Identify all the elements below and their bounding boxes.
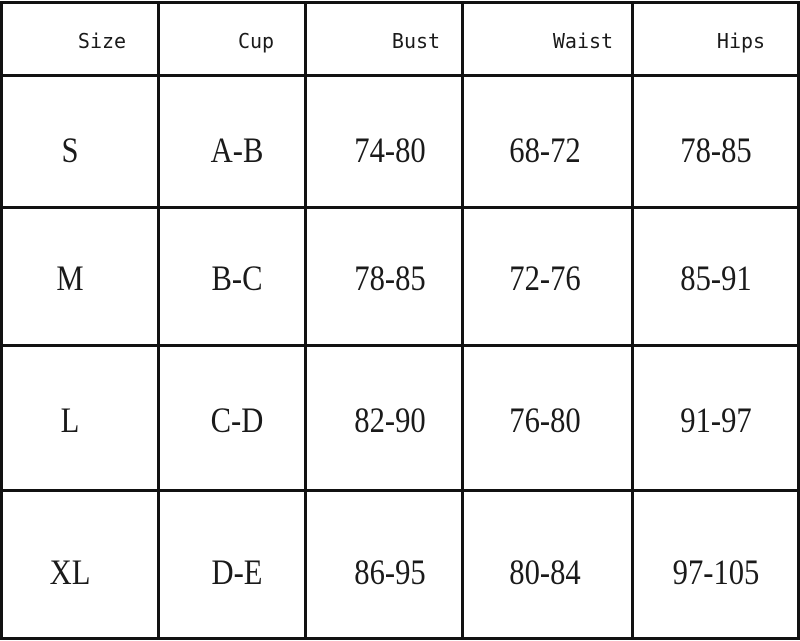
grid-line-vertical bbox=[157, 1, 160, 640]
table-cell: 86-95 bbox=[348, 551, 432, 593]
cell-text: 68-72 bbox=[509, 130, 581, 170]
cell-text: S bbox=[61, 130, 79, 170]
header-cell: Size bbox=[77, 29, 127, 53]
grid-line-vertical bbox=[304, 1, 307, 640]
table-cell: L bbox=[59, 399, 81, 441]
table-cell: A-B bbox=[206, 129, 268, 171]
header-cell: Hips bbox=[716, 29, 766, 53]
grid-line-horizontal bbox=[0, 74, 800, 77]
cell-text: 78-85 bbox=[354, 258, 426, 298]
cell-text: B-C bbox=[211, 258, 263, 298]
table-cell: B-C bbox=[207, 257, 267, 299]
header-cell: Waist bbox=[552, 29, 614, 53]
cell-text: 72-76 bbox=[509, 258, 581, 298]
table-cell: 68-72 bbox=[503, 129, 587, 171]
table-cell: D-E bbox=[207, 551, 267, 593]
table-cell: 85-91 bbox=[674, 257, 758, 299]
cell-text: 82-90 bbox=[354, 400, 426, 440]
cell-text: 91-97 bbox=[680, 400, 752, 440]
grid-line-horizontal bbox=[0, 1, 800, 4]
table-cell: 78-85 bbox=[674, 129, 758, 171]
cell-text: 86-95 bbox=[354, 552, 426, 592]
table-cell: 82-90 bbox=[348, 399, 432, 441]
grid-line-horizontal bbox=[0, 637, 800, 640]
table-cell: 72-76 bbox=[503, 257, 587, 299]
table-cell: XL bbox=[46, 551, 94, 593]
grid-line-vertical bbox=[631, 1, 634, 640]
table-cell: 97-105 bbox=[665, 551, 767, 593]
cell-text: 97-105 bbox=[672, 552, 760, 592]
grid-line-vertical bbox=[797, 1, 800, 640]
cell-text: 76-80 bbox=[509, 400, 581, 440]
table-cell: M bbox=[54, 257, 86, 299]
cell-text: D-E bbox=[211, 552, 263, 592]
header-cell: Bust bbox=[391, 29, 441, 53]
grid-line-horizontal bbox=[0, 489, 800, 492]
cell-text: 80-84 bbox=[509, 552, 581, 592]
table-cell: C-D bbox=[206, 399, 268, 441]
cell-text: 85-91 bbox=[680, 258, 752, 298]
grid-line-vertical bbox=[461, 1, 464, 640]
cell-text: M bbox=[56, 258, 84, 298]
cell-text: C-D bbox=[210, 400, 264, 440]
table-cell: 78-85 bbox=[348, 257, 432, 299]
table-cell: 76-80 bbox=[503, 399, 587, 441]
grid-line-vertical bbox=[0, 1, 3, 640]
cell-text: 78-85 bbox=[680, 130, 752, 170]
cell-text: 74-80 bbox=[354, 130, 426, 170]
table-cell: 74-80 bbox=[348, 129, 432, 171]
cell-text: XL bbox=[49, 552, 91, 592]
grid-line-horizontal bbox=[0, 206, 800, 209]
cell-text: L bbox=[60, 400, 80, 440]
table-cell: 91-97 bbox=[674, 399, 758, 441]
header-cell: Cup bbox=[237, 29, 275, 53]
grid-line-horizontal bbox=[0, 344, 800, 347]
table-cell: S bbox=[60, 129, 80, 171]
table-cell: 80-84 bbox=[503, 551, 587, 593]
cell-text: A-B bbox=[210, 130, 264, 170]
